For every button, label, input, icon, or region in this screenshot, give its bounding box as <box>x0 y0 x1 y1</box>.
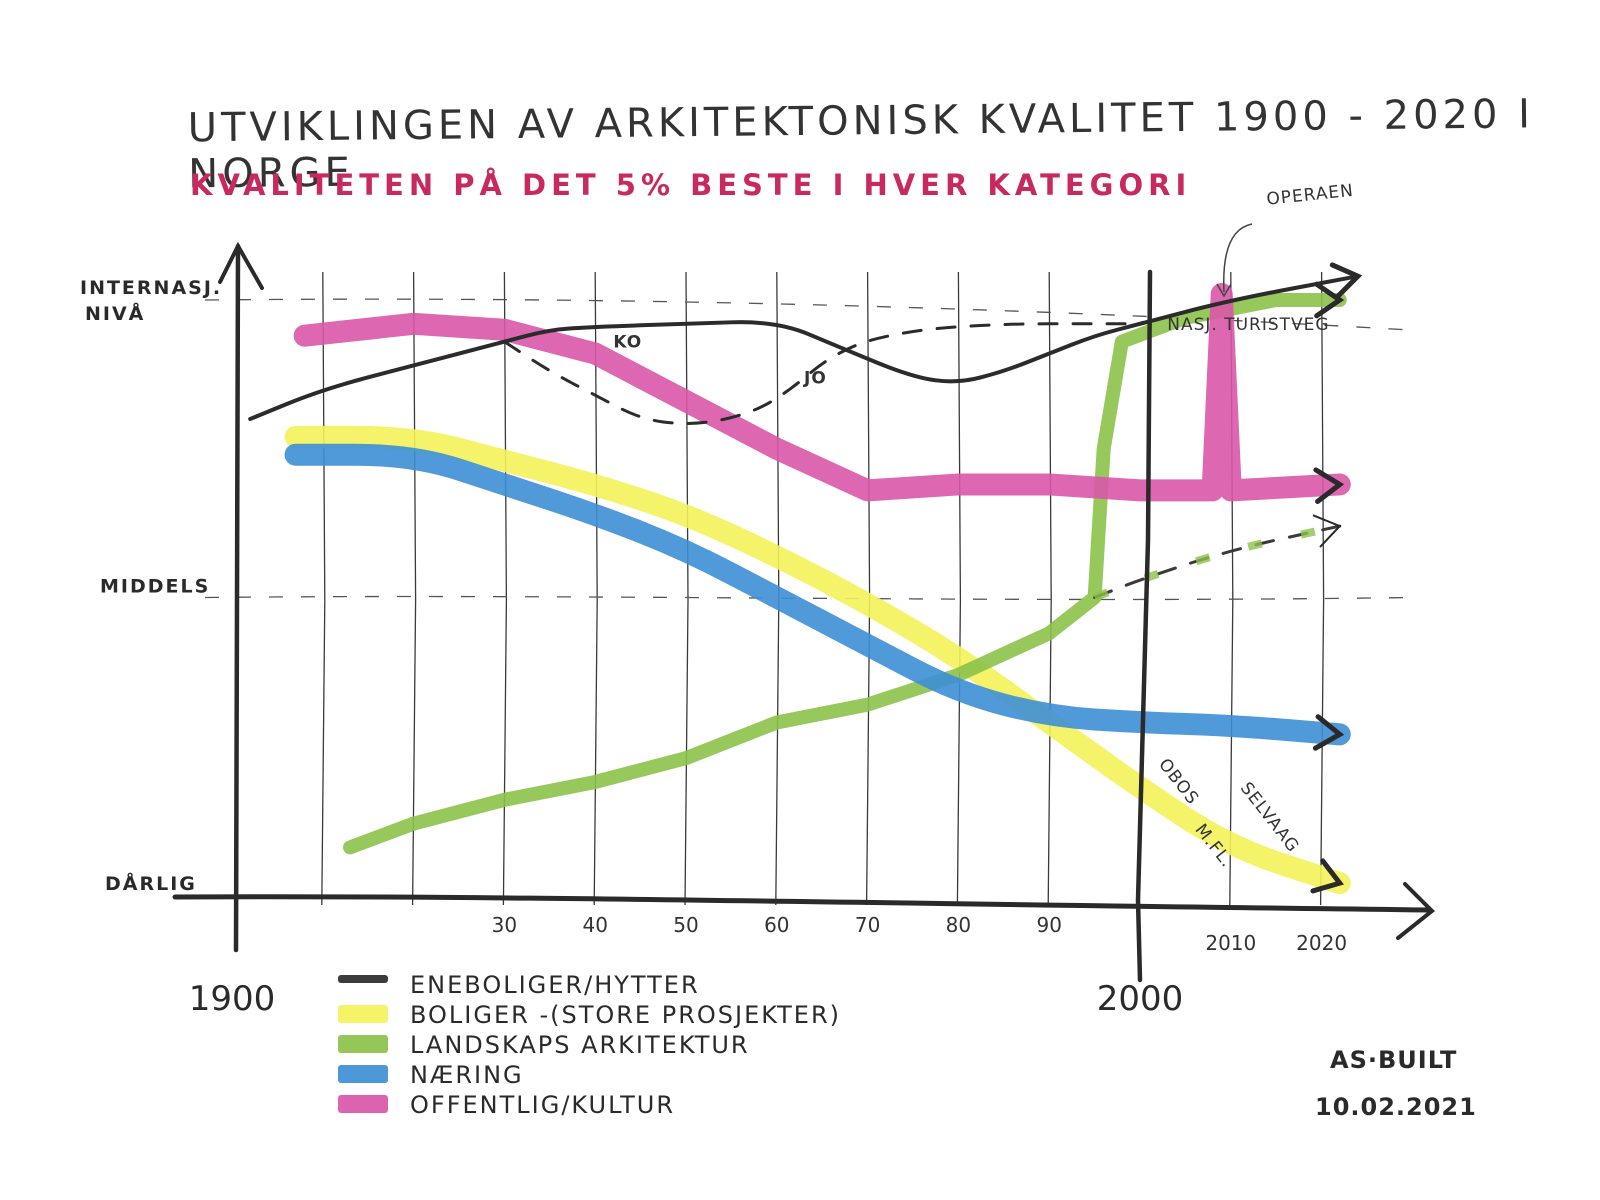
series-eneboliger-hytter-jo- <box>502 322 1142 425</box>
series-arrow-icon <box>1310 858 1344 894</box>
annotation-operaen: OPERAEN <box>1266 181 1355 210</box>
series-line <box>284 425 1351 895</box>
y-level-label: INTERNASJ. <box>80 277 222 299</box>
x-tick-label: 50 <box>673 913 698 937</box>
annotation-ko: KO <box>613 333 642 353</box>
x-tick-label: 40 <box>582 913 607 937</box>
legend-swatch <box>338 1095 388 1113</box>
grid-line-1920 <box>411 271 417 906</box>
legend-label: OFFENTLIG/KULTUR <box>410 1091 675 1119</box>
series-landskapsarkitektur-alternativ- <box>1093 514 1342 602</box>
series-line <box>502 322 1142 425</box>
series-line <box>343 293 1347 855</box>
x-tick-label: 80 <box>946 913 971 937</box>
series-landskapsarkitektur <box>343 281 1347 855</box>
series-eneboliger-hytter <box>248 262 1363 421</box>
series-layer <box>248 262 1363 895</box>
series-arrow-icon <box>1312 514 1342 548</box>
signature-line-1: AS·BUILT <box>1330 1046 1457 1074</box>
level-guide-1 <box>204 595 1411 601</box>
grid-line-1970 <box>865 271 871 906</box>
y-level-label: DÅRLIG <box>105 871 197 895</box>
grid-line-1910 <box>321 271 326 906</box>
x-axis-line <box>172 894 1433 913</box>
x-tick-label: 30 <box>492 913 517 937</box>
legend-swatch <box>338 1005 388 1023</box>
legend-swatch <box>338 1065 388 1083</box>
pointer-arrow-icon <box>1216 283 1232 298</box>
x-tick-label: 70 <box>855 913 880 937</box>
series-boliger-store-prosjekter- <box>284 425 1351 895</box>
legend-label: ENEBOLIGER/HYTTER <box>410 971 700 999</box>
x-tick-label: 2010 <box>1205 931 1256 955</box>
grid-line-1990 <box>1047 271 1052 906</box>
x-tick-label: 2020 <box>1296 931 1347 955</box>
series-arrow-icon <box>1329 262 1363 299</box>
chart-subtitle: KVALITETEN PÅ DET 5% BESTE I HVER KATEGO… <box>190 168 1192 202</box>
legend-label: BOLIGER -(STORE PROSJEKTER) <box>410 1001 841 1029</box>
grid-line-1930 <box>502 271 508 906</box>
grid-line-1950 <box>684 271 689 906</box>
x-tick-label: 60 <box>764 913 789 937</box>
series-line <box>248 274 1360 421</box>
year-2000-line <box>1135 269 1153 983</box>
axes <box>172 241 1435 983</box>
series-arrow-icon <box>1312 714 1345 751</box>
legend-label: NÆRING <box>410 1061 524 1089</box>
x-major-label: 1900 <box>189 979 276 1019</box>
series-arrow-icon <box>1313 467 1345 504</box>
annotation-pointer <box>1223 223 1253 293</box>
legend-swatch <box>338 1035 388 1053</box>
x-major-label: 2000 <box>1097 979 1184 1019</box>
series-line <box>284 443 1351 746</box>
series-offentlig-kultur <box>293 283 1351 504</box>
grid-line-2020 <box>1319 271 1325 906</box>
annotation-nasj-turistveg: NASJ. TURISTVEG <box>1167 315 1329 335</box>
annotation-jo: JO <box>803 368 827 388</box>
series-line <box>293 283 1351 502</box>
y-axis-line <box>233 243 241 953</box>
legend-swatch <box>338 975 388 983</box>
legend-label: LANDSKAPS ARKITEKTUR <box>410 1031 750 1059</box>
y-axis-arrow-icon <box>218 241 264 290</box>
x-tick-label: 90 <box>1036 913 1061 937</box>
grid-line-1980 <box>956 271 962 906</box>
series-line-tint <box>1093 522 1341 602</box>
y-level-label-2: NIVÅ <box>85 301 145 325</box>
series-næring <box>284 443 1351 751</box>
grid-line-1940 <box>593 271 598 906</box>
x-axis-arrow-icon <box>1396 882 1435 940</box>
signature-line-2: 10.02.2021 <box>1315 1093 1477 1121</box>
y-level-label: MIDDELS <box>100 576 210 598</box>
series-arrow-icon <box>1314 281 1345 319</box>
